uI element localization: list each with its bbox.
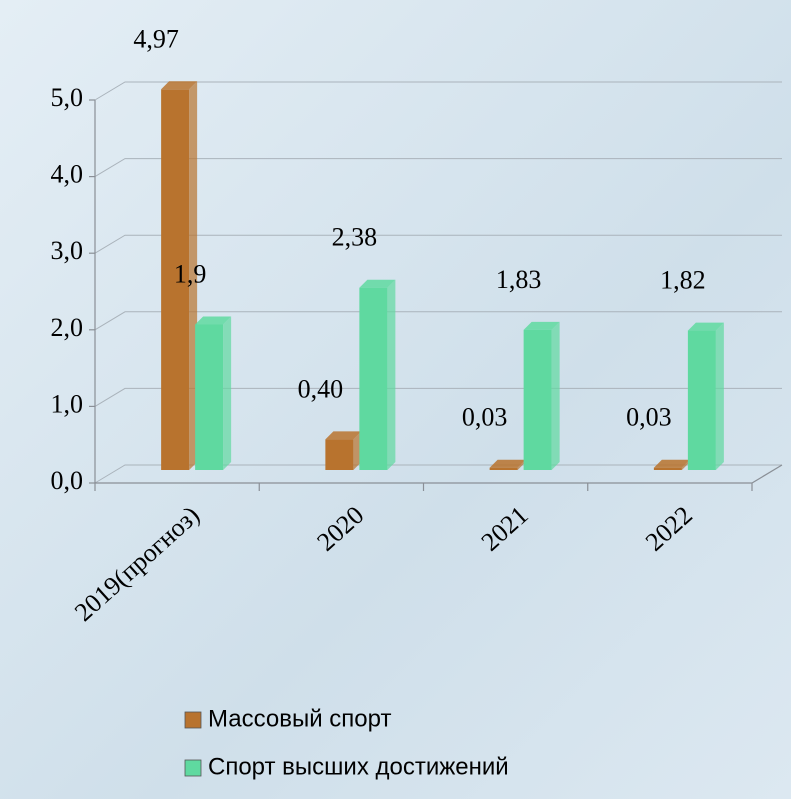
bar-top [359, 279, 396, 288]
y-tick-label: 4,0 [51, 160, 84, 189]
bar-top [687, 322, 724, 331]
grid-line [94, 311, 782, 331]
bar-top [161, 81, 198, 90]
data-label: 2,38 [332, 223, 378, 252]
bar-front [687, 330, 716, 470]
grid-line [94, 387, 782, 407]
bar-front [195, 324, 224, 470]
bar-top [523, 321, 560, 330]
bar-side [387, 279, 396, 470]
y-tick-label: 3,0 [51, 236, 84, 265]
bar-side [715, 322, 724, 470]
bar [325, 431, 362, 470]
bar [653, 459, 690, 470]
bar [195, 316, 232, 470]
bar [523, 321, 560, 470]
grid-line [94, 158, 782, 178]
y-tick-label: 1,0 [51, 389, 84, 418]
grid-line [94, 234, 782, 254]
y-tick-label: 5,0 [51, 83, 84, 112]
bar [359, 279, 396, 470]
x-tick-label: 2020 [311, 500, 369, 556]
grid-line [94, 81, 782, 101]
bar-front [489, 467, 518, 470]
bar-top [325, 431, 362, 440]
bar [489, 459, 526, 470]
x-tick-label: 2019(прогноз) [69, 500, 205, 627]
y-tick-label: 0,0 [51, 466, 84, 495]
legend-marker [184, 759, 202, 777]
bar-top [653, 459, 690, 468]
data-label: 4,97 [133, 24, 179, 53]
data-label: 1,82 [660, 266, 706, 295]
x-tick-label: 2022 [640, 500, 698, 556]
legend-label: Массовый спорт [208, 705, 391, 732]
bar-front [161, 89, 190, 470]
bar-front [359, 287, 388, 470]
bar-front [523, 329, 552, 470]
data-label: 0,40 [298, 374, 344, 403]
bar-front [653, 467, 682, 470]
data-label: 1,9 [174, 259, 207, 288]
grid-line [94, 464, 782, 484]
bar [161, 81, 198, 470]
legend-marker [184, 711, 202, 729]
y-tick-label: 2,0 [51, 313, 84, 342]
bar-front [325, 439, 354, 470]
bar [687, 322, 724, 470]
legend-label: Спорт высших достижений [208, 753, 509, 780]
x-tick-label: 2021 [476, 500, 534, 556]
data-label: 0,03 [462, 403, 508, 432]
bar-top [489, 459, 526, 468]
bar-side [223, 316, 232, 470]
data-label: 1,83 [496, 265, 542, 294]
bar-side [551, 321, 560, 470]
data-label: 0,03 [626, 403, 672, 432]
bar-top [195, 316, 232, 325]
